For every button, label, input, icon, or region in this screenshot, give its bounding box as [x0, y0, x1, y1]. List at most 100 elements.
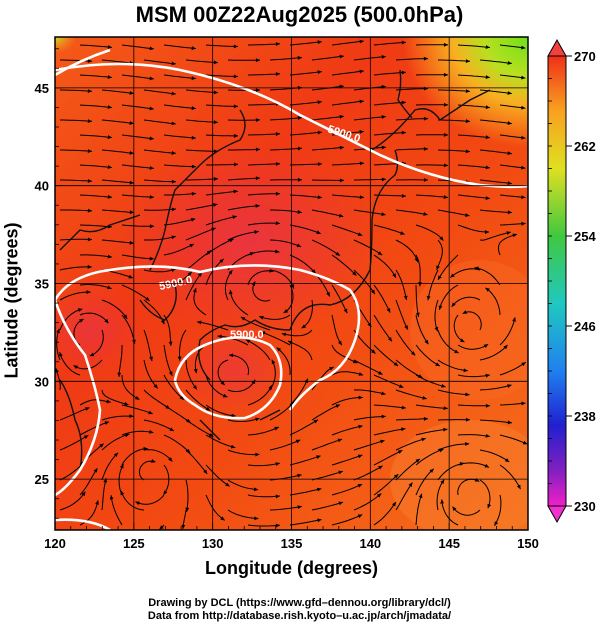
streamline-arrow: [275, 494, 280, 499]
streamline: [499, 223, 526, 226]
streamline-arrow: [317, 70, 322, 75]
streamline-arrow: [185, 448, 191, 454]
streamline: [121, 104, 154, 110]
streamline: [79, 312, 109, 324]
streamline-arrow: [99, 443, 104, 448]
streamline: [59, 308, 83, 331]
streamline-arrow: [423, 116, 428, 121]
streamline-arrow: [357, 454, 363, 459]
streamline: [289, 519, 322, 526]
streamline: [247, 524, 280, 527]
streamline-arrow: [415, 458, 420, 463]
streamline: [479, 384, 512, 391]
streamline-arrow: [393, 361, 399, 366]
contour-label-3: 5900.0: [230, 329, 264, 341]
streamline-arrow: [179, 395, 184, 400]
streamline-arrow: [117, 372, 122, 377]
x-tick-label: 125: [123, 536, 145, 551]
streamline: [143, 268, 176, 273]
streamline: [101, 209, 134, 213]
streamline-arrow: [398, 384, 404, 388]
streamline-arrow: [339, 114, 344, 119]
streamline-arrow: [55, 368, 59, 373]
streamline: [101, 415, 134, 421]
streamline: [79, 74, 112, 78]
streamline-arrow: [440, 479, 445, 485]
streamline-arrow: [87, 89, 92, 93]
streamline-arrow: [171, 235, 176, 240]
streamline: [287, 340, 313, 361]
streamline-arrow: [153, 384, 158, 389]
streamline-arrow: [371, 349, 376, 354]
streamline-arrow: [450, 273, 455, 278]
streamline-arrow: [343, 308, 348, 314]
streamline-arrow: [197, 272, 202, 277]
streamline: [193, 287, 207, 316]
streamline-arrow: [168, 457, 173, 462]
streamline: [395, 148, 428, 151]
streamline-arrow: [297, 146, 302, 151]
streamline-arrow: [85, 407, 90, 411]
streamline-arrow: [191, 76, 196, 81]
streamline-arrow: [443, 195, 448, 200]
streamline-arrow: [149, 76, 154, 81]
streamline: [276, 347, 291, 376]
streamline-arrow: [400, 231, 405, 235]
streamline: [101, 452, 119, 481]
streamline: [248, 103, 281, 106]
streamline-arrow: [213, 90, 218, 95]
streamline-arrow: [521, 45, 526, 50]
streamline-arrow: [381, 391, 386, 396]
streamlines: [55, 39, 528, 530]
streamline: [353, 465, 383, 481]
streamline: [395, 118, 429, 121]
streamline-arrow: [484, 463, 490, 468]
streamline-arrow: [357, 232, 363, 236]
streamline: [415, 374, 446, 388]
colorbar-tick-label: 230: [574, 499, 596, 514]
streamline: [227, 231, 259, 241]
x-tick-label: 140: [359, 536, 381, 551]
streamline-arrow: [381, 177, 386, 182]
streamline-arrow: [229, 238, 234, 243]
streamline-arrow: [107, 285, 112, 290]
streamline: [121, 74, 154, 80]
x-tick-label: 130: [202, 536, 224, 551]
streamline-arrow: [275, 191, 280, 196]
streamline: [436, 239, 443, 271]
streamline-arrow: [401, 193, 406, 198]
streamline-arrow: [191, 46, 196, 51]
streamline: [205, 434, 236, 449]
streamline-arrow: [213, 203, 218, 207]
streamline: [437, 209, 470, 217]
streamline: [143, 449, 173, 462]
streamline-arrow: [459, 338, 465, 343]
streamline: [121, 374, 140, 401]
streamline-arrow: [104, 318, 109, 324]
streamline: [121, 44, 154, 50]
streamline-arrow: [275, 462, 280, 466]
streamline: [185, 479, 189, 512]
streamline-arrow: [233, 74, 238, 79]
credit-data: Data from http://database.rish.kyoto–u.a…: [147, 610, 452, 622]
streamline-arrow: [459, 462, 465, 466]
streamline: [395, 482, 413, 511]
streamline-arrow: [149, 224, 154, 229]
streamline-arrow: [359, 39, 364, 44]
streamline: [499, 104, 526, 109]
streamline-arrow: [181, 524, 186, 529]
streamline: [269, 239, 302, 248]
streamline-arrow: [187, 271, 192, 277]
streamline: [247, 133, 281, 136]
streamline: [143, 419, 175, 432]
streamline: [415, 224, 444, 241]
streamline: [289, 254, 317, 274]
streamline-arrow: [245, 339, 251, 344]
streamline: [247, 193, 280, 196]
streamline-arrow: [521, 195, 526, 200]
streamline: [260, 331, 291, 346]
streamline: [194, 344, 207, 374]
streamline: [143, 208, 177, 211]
streamline-arrow: [149, 136, 154, 141]
streamline: [121, 224, 155, 227]
